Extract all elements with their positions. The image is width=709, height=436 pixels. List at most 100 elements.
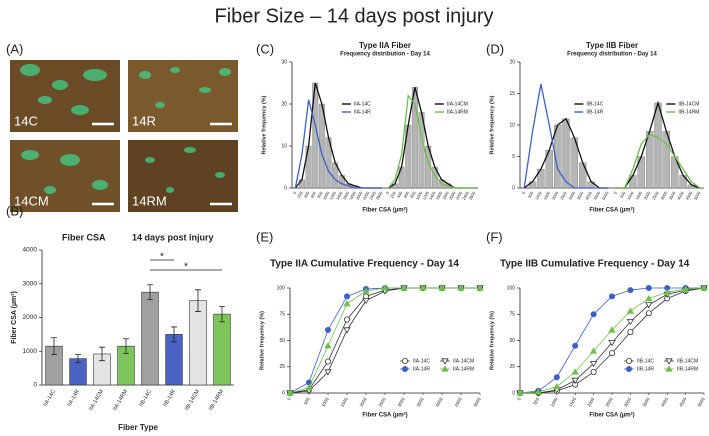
- x-tick-label: 200: [296, 190, 304, 199]
- y-tick-label: 5: [512, 154, 515, 160]
- marker: [362, 287, 370, 294]
- error-bar: [171, 326, 177, 343]
- legend-label: IIA-14C: [413, 358, 430, 364]
- x-tick-label: 3000: [659, 190, 668, 201]
- legend-label: IIB-14C: [586, 101, 603, 107]
- x-axis-label: Fiber CSA (µm²): [589, 207, 634, 214]
- x-tick-label: 0: [385, 190, 391, 195]
- y-tick-label: 20: [281, 101, 287, 107]
- x-tick-label: 4500: [454, 396, 464, 408]
- x-tick-label: 400: [303, 190, 311, 199]
- x-tick-label: 3500: [576, 190, 585, 201]
- x-tick-label: 500: [619, 190, 627, 199]
- x-tick-label: 3000: [397, 396, 407, 408]
- x-tick-label: 600: [402, 190, 410, 199]
- x-tick-label: 2200: [361, 190, 370, 201]
- series-line: [616, 100, 701, 189]
- x-tick-label: IIB-14R: [162, 389, 177, 408]
- legend-label: IIA-14CM: [453, 358, 474, 364]
- x-tick-label: 1200: [421, 190, 430, 201]
- panel-label: (E): [256, 229, 273, 244]
- x-tick-label: 1000: [626, 190, 635, 201]
- histogram-bar: [398, 166, 405, 189]
- chart-title: Type IIB Cumulative Frequency - Day 14: [500, 259, 690, 270]
- marker: [343, 293, 350, 300]
- bar: [141, 291, 159, 386]
- y-tick-label: 20: [509, 59, 515, 65]
- x-tick-label: 2400: [368, 190, 377, 201]
- histogram-bar: [587, 181, 595, 189]
- x-tick-label: 1800: [348, 190, 357, 201]
- legend-label: IIB-14RM: [677, 366, 698, 372]
- micrograph-label: 14C: [14, 113, 38, 128]
- legend-label: IIA-14RM: [447, 109, 468, 115]
- x-tick-label: 3500: [416, 396, 426, 408]
- x-tick-label: 0: [516, 396, 522, 401]
- error-bar: [147, 284, 153, 301]
- figure-title: Fiber Size – 14 days post injury: [214, 5, 493, 27]
- marker: [626, 307, 635, 314]
- x-tick-label: 800: [409, 190, 417, 199]
- x-tick-label: 1400: [428, 190, 437, 201]
- legend-label: IIB-14CM: [677, 358, 698, 364]
- marker: [324, 342, 332, 349]
- x-tick-label: 500: [303, 396, 311, 405]
- x-tick-label: 3500: [668, 190, 677, 201]
- series-line: [387, 93, 475, 189]
- significance-label: *: [160, 252, 164, 263]
- x-tick-label: 5000: [697, 396, 707, 408]
- marker: [534, 388, 543, 395]
- x-tick-label: 4000: [435, 396, 445, 408]
- x-tick-label: 2500: [378, 396, 388, 408]
- x-axis-label: Fiber CSA (µm²): [362, 207, 407, 214]
- legend-label: IIA-14C: [354, 101, 371, 107]
- bar: [213, 313, 231, 386]
- x-tick-label: 500: [532, 396, 540, 405]
- marker: [553, 383, 561, 390]
- x-tick-label: 500: [527, 190, 535, 199]
- x-tick-label: 1500: [542, 190, 551, 201]
- x-tick-label: 4000: [584, 190, 593, 201]
- x-tick-label: 1500: [340, 396, 350, 408]
- y-tick-label: 50: [279, 338, 285, 344]
- micrographs: 14C 14R 14CM 14RM: [10, 60, 238, 212]
- marker: [381, 284, 389, 291]
- x-tick-label: 200: [389, 190, 397, 199]
- marker: [700, 284, 708, 291]
- error-bar: [51, 337, 57, 356]
- marker: [516, 389, 524, 396]
- marker: [663, 288, 671, 295]
- x-tick-label: 1600: [434, 190, 443, 201]
- fibers: [20, 64, 231, 194]
- marker: [362, 297, 370, 305]
- micrograph-label: 14R: [132, 113, 156, 128]
- chart-subtitle: 14 days post injury: [132, 232, 214, 242]
- x-tick-label: 2000: [448, 190, 457, 201]
- x-tick-label: 0: [521, 190, 527, 195]
- significance-label: *: [184, 262, 188, 273]
- x-tick-label: 4500: [592, 190, 601, 201]
- x-tick-label: 1000: [321, 396, 331, 408]
- marker: [589, 347, 598, 354]
- legend-label: IIA-14R: [354, 109, 371, 115]
- micrograph-label: 14CM: [14, 193, 49, 208]
- series-line: [289, 287, 480, 394]
- marker: [626, 357, 633, 364]
- y-tick-label: 0: [512, 185, 515, 191]
- error-bar: [75, 354, 81, 364]
- micrograph-label: 14RM: [132, 193, 167, 208]
- marker: [626, 365, 633, 372]
- legend-label: IIA-14R: [413, 366, 430, 372]
- marker: [419, 284, 427, 291]
- marker: [590, 311, 597, 318]
- histogram-bar: [528, 181, 537, 189]
- x-tick-label: 2000: [551, 190, 560, 201]
- marker: [571, 377, 579, 384]
- chart-subtitle: Frequency distribution - Day 14: [567, 52, 657, 58]
- x-tick-label: 400: [396, 190, 404, 199]
- x-tick-label: 1000: [415, 190, 424, 201]
- x-tick-label: IIA-14R: [66, 389, 81, 408]
- y-tick-label: 10: [509, 122, 515, 128]
- histogram-bar: [654, 102, 662, 189]
- x-tick-label: IIB-14CM: [184, 388, 201, 411]
